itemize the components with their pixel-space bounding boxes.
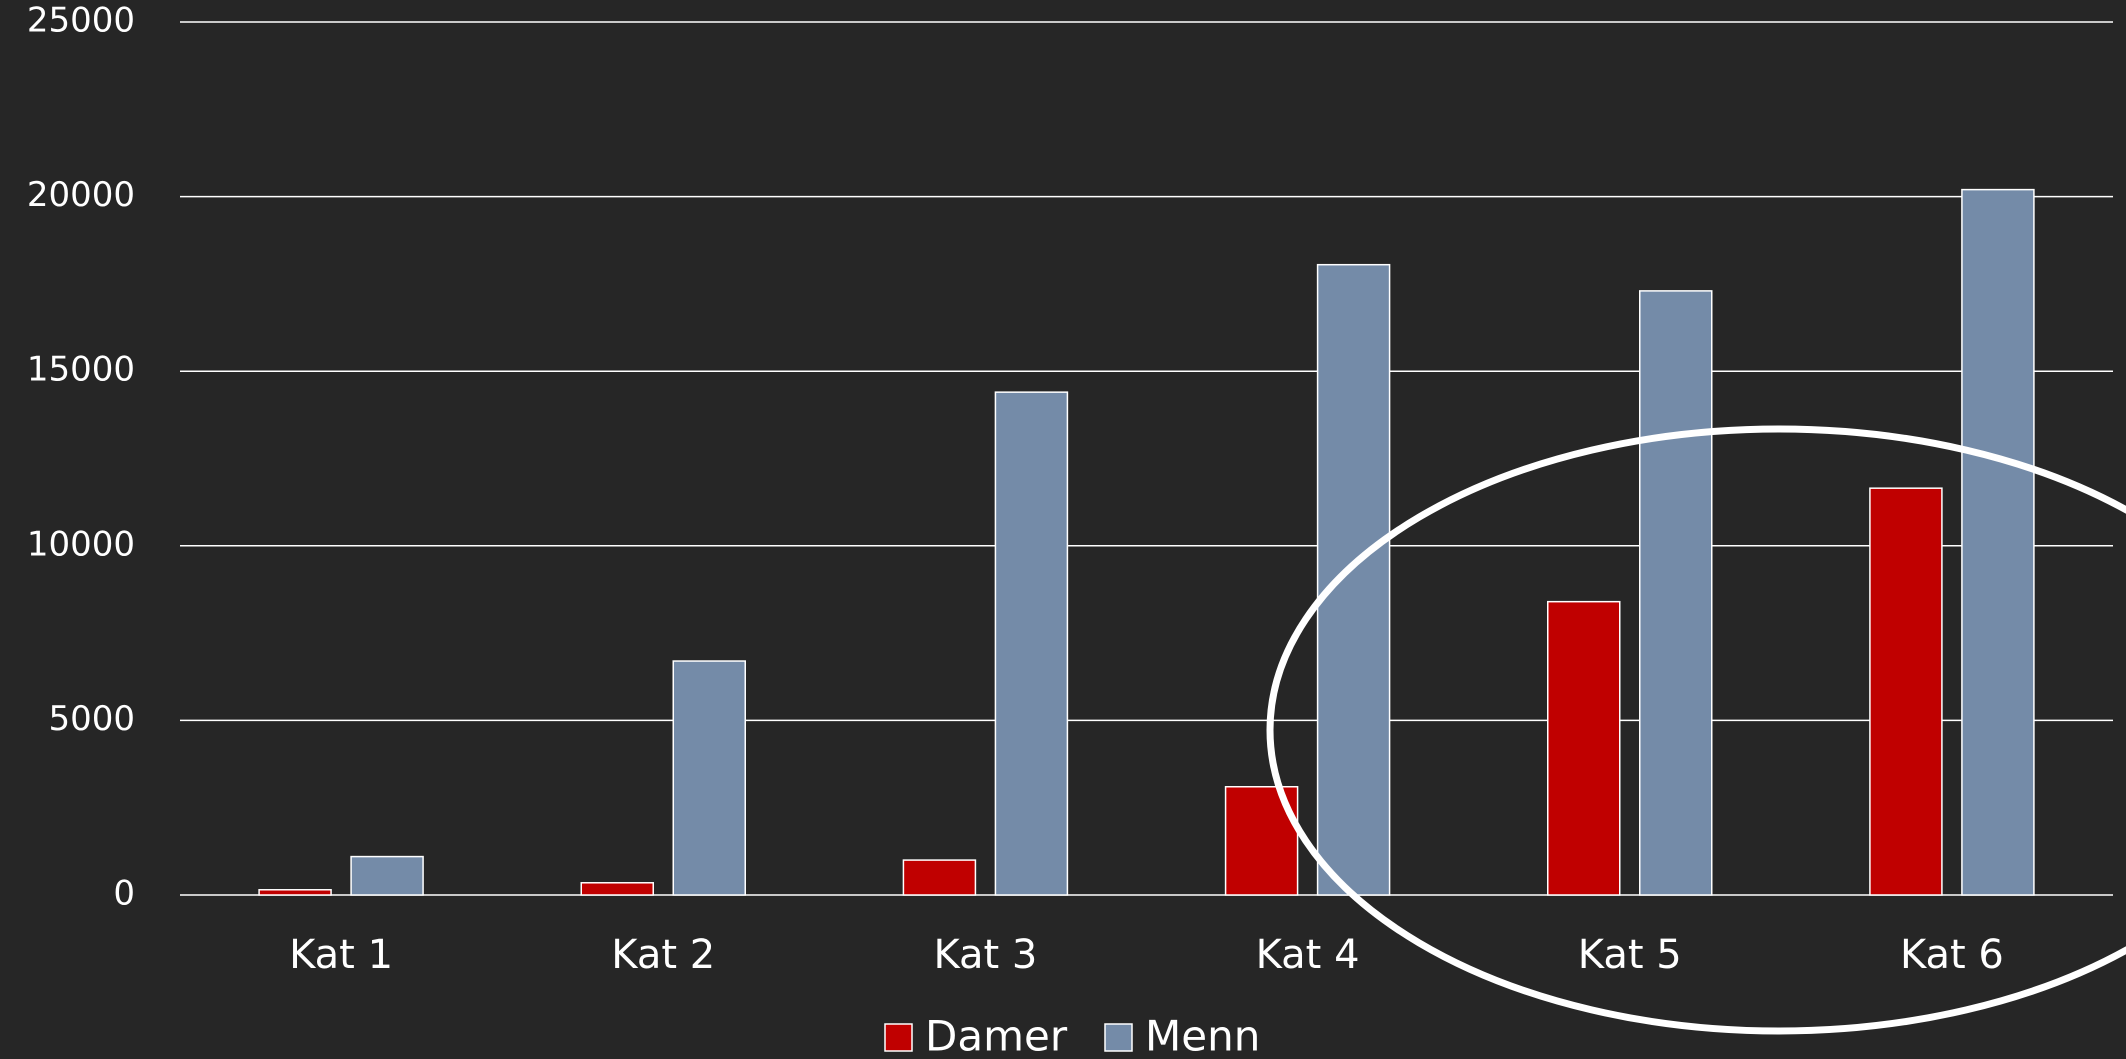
bar (1869, 487, 1943, 896)
legend-label: Damer (925, 1012, 1068, 1059)
legend-swatch (884, 1023, 913, 1052)
bar (902, 859, 977, 896)
bar (672, 660, 746, 896)
x-tick-label: Kat 3 (933, 932, 1037, 978)
x-tick-label: Kat 4 (1256, 932, 1360, 978)
y-tick-label: 10000 (27, 524, 135, 564)
bar (1639, 290, 1713, 896)
y-tick-label: 15000 (27, 350, 135, 390)
x-tick-label: Kat 5 (1578, 932, 1682, 978)
x-tick-label: Kat 1 (289, 932, 393, 978)
bar (258, 889, 332, 896)
bar (994, 391, 1069, 896)
bar (1316, 263, 1391, 896)
bar (1961, 188, 2035, 896)
x-tick-label: Kat 2 (611, 932, 715, 978)
y-tick-label: 20000 (27, 175, 135, 215)
legend-label: Menn (1145, 1012, 1260, 1059)
legend-swatch (1104, 1023, 1133, 1052)
y-tick-label: 25000 (27, 1, 135, 41)
bar (580, 882, 654, 896)
highlight-ellipse (1266, 425, 2126, 1035)
bar (1547, 600, 1621, 896)
x-tick-label: Kat 6 (1900, 932, 2004, 978)
y-tick-label: 5000 (48, 699, 135, 739)
y-tick-label: 0 (113, 874, 135, 914)
bar (350, 855, 424, 896)
